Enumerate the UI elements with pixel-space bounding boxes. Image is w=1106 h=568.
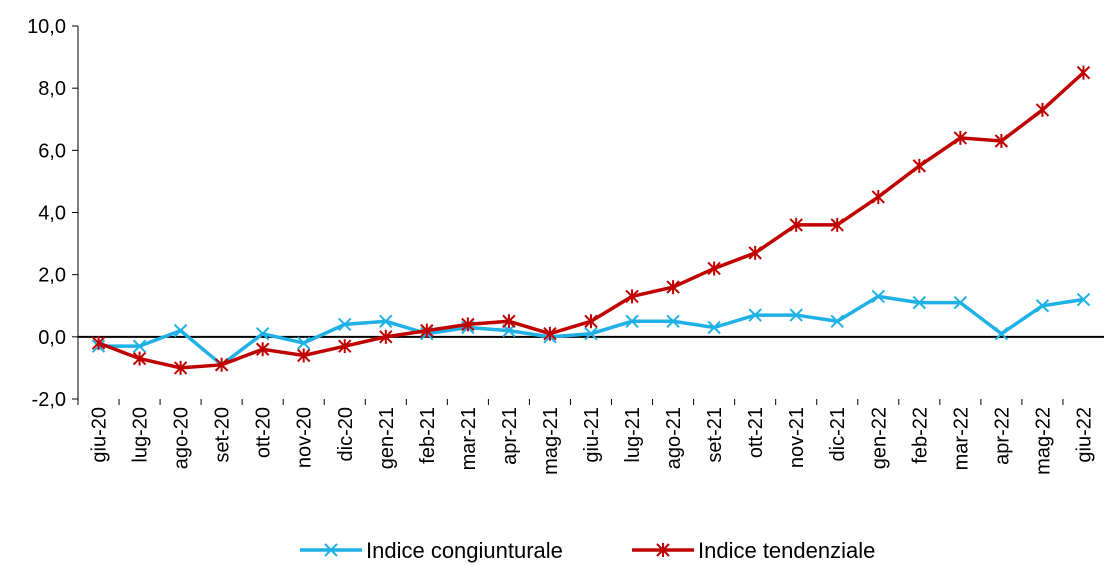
x-tick-label: dic-20 — [335, 407, 357, 461]
marker — [953, 295, 968, 310]
marker — [1035, 299, 1050, 313]
marker — [953, 130, 968, 145]
marker — [132, 351, 147, 366]
x-tick-label: apr-21 — [499, 407, 521, 465]
marker — [748, 308, 762, 322]
marker — [625, 314, 639, 328]
marker — [379, 329, 393, 344]
y-tick-label: 10,0 — [27, 16, 66, 38]
x-tick-label: gen-21 — [376, 407, 398, 469]
marker — [830, 314, 844, 328]
marker — [666, 314, 680, 328]
marker — [255, 342, 270, 357]
x-tick-label: ago-21 — [663, 407, 685, 469]
marker — [543, 326, 557, 341]
marker — [666, 280, 680, 295]
x-tick-label: mar-21 — [458, 407, 480, 470]
x-tick-label: lug-20 — [130, 407, 152, 463]
legend-label: Indice congiunturale — [366, 538, 563, 563]
marker — [912, 295, 927, 310]
x-tick-label: set-21 — [704, 407, 726, 463]
y-tick-label: 2,0 — [38, 265, 66, 287]
legend-item: Indice tendenziale — [632, 538, 875, 563]
marker — [173, 323, 188, 338]
marker — [297, 336, 311, 350]
marker — [994, 134, 1009, 149]
marker — [338, 317, 352, 332]
legend-marker — [324, 543, 338, 557]
marker — [1076, 65, 1091, 80]
y-tick-label: 4,0 — [38, 203, 66, 225]
x-tick-label: set-20 — [212, 407, 234, 463]
marker — [871, 289, 885, 304]
marker — [297, 348, 311, 363]
x-tick-label: giu-22 — [1073, 407, 1095, 463]
x-tick-label: mar-22 — [950, 407, 972, 470]
marker — [502, 314, 516, 329]
marker — [461, 317, 475, 332]
marker — [1076, 292, 1091, 307]
marker — [1035, 102, 1050, 117]
y-tick-label: 0,0 — [38, 327, 66, 349]
x-tick-label: lug-21 — [622, 407, 644, 463]
x-tick-label: nov-20 — [294, 407, 316, 468]
marker — [994, 327, 1009, 341]
x-tick-label: mag-22 — [1032, 407, 1054, 475]
marker — [214, 357, 229, 372]
marker — [584, 314, 598, 329]
marker — [91, 336, 106, 351]
x-tick-label: ott-21 — [745, 407, 767, 458]
x-tick-label: apr-22 — [991, 407, 1013, 465]
marker — [132, 339, 147, 353]
marker — [707, 320, 721, 335]
x-tick-label: feb-21 — [417, 407, 439, 464]
y-tick-label: -2,0 — [32, 389, 66, 411]
marker — [871, 189, 885, 204]
legend-label: Indice tendenziale — [698, 538, 875, 563]
marker — [789, 217, 803, 232]
x-tick-label: gen-22 — [868, 407, 890, 469]
x-tick-label: giu-21 — [581, 407, 603, 463]
marker — [748, 245, 762, 260]
marker — [912, 158, 927, 173]
x-tick-label: mag-21 — [540, 407, 562, 475]
marker — [173, 360, 188, 375]
marker — [625, 289, 639, 304]
x-tick-label: ott-20 — [253, 407, 275, 458]
x-tick-label: nov-21 — [786, 407, 808, 468]
legend-marker — [656, 543, 670, 557]
x-tick-label: ago-20 — [171, 407, 193, 469]
marker — [584, 327, 598, 341]
y-tick-label: 8,0 — [38, 78, 66, 100]
marker — [420, 323, 434, 338]
marker — [338, 339, 352, 354]
x-tick-label: dic-21 — [827, 407, 849, 461]
marker — [789, 308, 803, 322]
x-tick-label: giu-20 — [89, 407, 111, 463]
x-tick-label: feb-22 — [909, 407, 931, 464]
marker — [255, 327, 270, 341]
legend-item: Indice congiunturale — [300, 538, 563, 563]
marker — [707, 261, 721, 276]
marker — [379, 314, 393, 328]
marker — [830, 217, 844, 232]
y-tick-label: 6,0 — [38, 140, 66, 162]
